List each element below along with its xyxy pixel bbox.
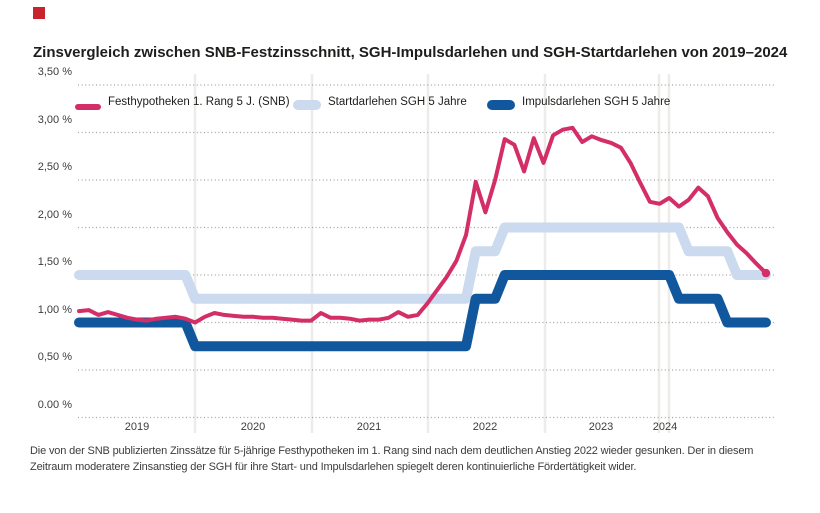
y-tick-label: 1,50 % (37, 256, 72, 268)
series-end-dot (761, 268, 771, 278)
legend-label: Startdarlehen SGH 5 Jahre (328, 96, 467, 108)
x-tick-label: 2024 (652, 421, 678, 433)
legend-swatch (487, 100, 515, 110)
sgh-logo-mark (33, 7, 45, 19)
x-tick-label: 2021 (356, 421, 382, 433)
legend-swatch (293, 100, 321, 110)
y-tick-label: 3,00 % (37, 113, 72, 126)
caption-line: Die von der SNB publizierten Zinssätze f… (30, 445, 754, 457)
legend-item: Startdarlehen SGH 5 Jahre (293, 96, 467, 110)
y-tick-label: 0.00 % (37, 398, 72, 411)
y-tick-label: 2,00 % (37, 208, 72, 221)
x-tick-label: 2022 (472, 421, 498, 433)
y-tick-label: 2,50 % (37, 161, 72, 173)
chart-title: Zinsvergleich zwischen SNB-Festzinsschni… (33, 44, 788, 61)
chart-caption: Die von der SNB publizierten Zinssätze f… (30, 444, 812, 475)
y-tick-label: 0,50 % (37, 351, 72, 363)
series-festhypotheken-snb (77, 125, 768, 325)
legend-label: Impulsdarlehen SGH 5 Jahre (522, 96, 671, 108)
x-tick-label: 2020 (240, 421, 266, 433)
legend-swatch (75, 104, 101, 110)
x-tick-label: 2019 (124, 421, 150, 433)
legend-item: Festhypotheken 1. Rang 5 J. (SNB) (75, 96, 290, 110)
x-tick-label: 2023 (588, 421, 614, 433)
legend-item: Impulsdarlehen SGH 5 Jahre (487, 96, 670, 110)
y-tick-label: 1,00 % (37, 303, 72, 316)
y-tick-label: 3,50 % (37, 66, 72, 78)
caption-line: Zeitraum moderatere Zinsanstieg der SGH … (30, 460, 637, 473)
series-startdarlehen-sgh (74, 222, 771, 304)
legend-label: Festhypotheken 1. Rang 5 J. (SNB) (108, 96, 290, 108)
series-impulsdarlehen-sgh (74, 270, 771, 352)
